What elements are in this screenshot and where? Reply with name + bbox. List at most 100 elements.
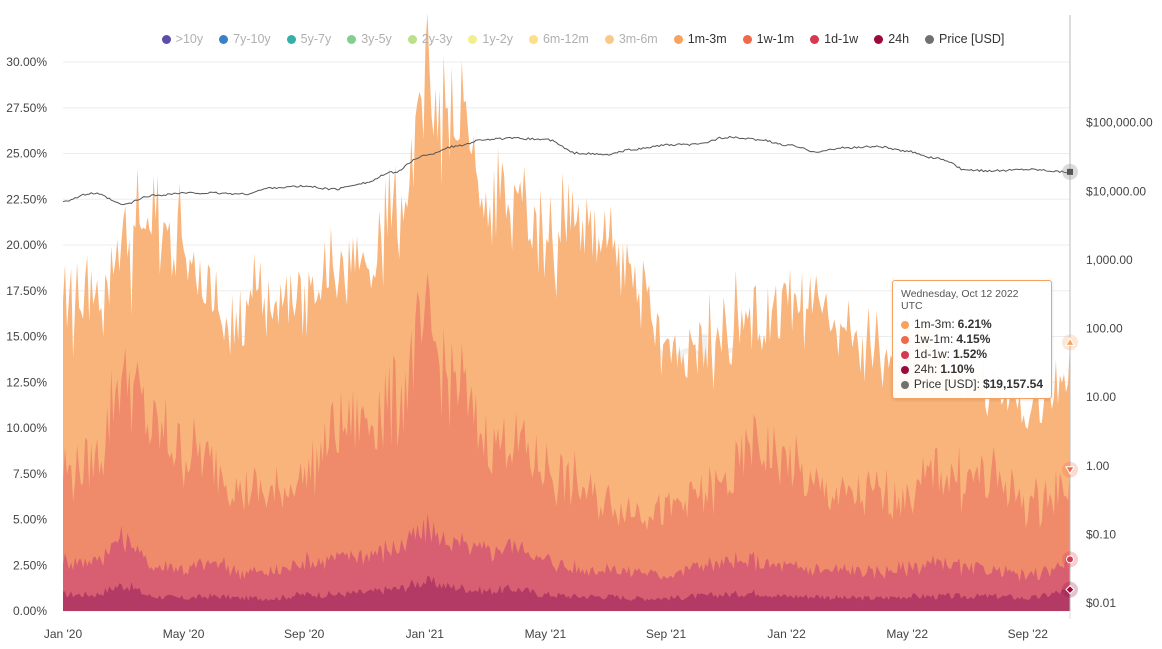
tooltip-row: Price [USD]: $19,157.54 — [901, 377, 1043, 392]
y-right-tick-label: 100.00 — [1086, 322, 1123, 336]
legend-item-price-usd-[interactable]: Price [USD] — [925, 30, 1004, 48]
tooltip-row: 1w-1m: 4.15% — [901, 332, 1043, 347]
legend-item-3m-6m[interactable]: 3m-6m — [604, 30, 658, 48]
tooltip-value: 1.52% — [953, 347, 988, 361]
y-right-tick-label: $0.10 — [1086, 527, 1116, 541]
legend-label: 1w-1m — [756, 32, 795, 46]
tooltip-label: 1m-3m: — [914, 317, 955, 331]
legend-item--10y[interactable]: >10y — [161, 30, 204, 48]
marker-1w-1m — [1065, 466, 1075, 475]
y-left-tick-label: 0.00% — [13, 604, 47, 618]
legend-item-24h[interactable]: 24h — [874, 30, 909, 48]
marker-price — [1067, 168, 1073, 175]
legend-item-6m-12m[interactable]: 6m-12m — [528, 30, 589, 48]
legend-label: 3m-6m — [618, 32, 658, 46]
y-left-tick-label: 10.00% — [6, 421, 47, 435]
x-tick-label: Sep '22 — [1008, 627, 1049, 641]
legend-label: Price [USD] — [939, 32, 1005, 46]
tooltip-dot-icon — [901, 335, 909, 344]
legend-label: 5y-7y — [300, 32, 332, 46]
x-tick-label: Jan '21 — [406, 627, 445, 641]
marker-24h — [1065, 584, 1075, 595]
legend-dot-icon — [742, 34, 752, 44]
legend-item-5y-7y[interactable]: 5y-7y — [286, 30, 332, 48]
y-right-tick-label: $10,000.00 — [1086, 184, 1146, 198]
tooltip-date: Wednesday, Oct 12 2022 UTC — [901, 288, 1019, 312]
stacked-areas — [63, 12, 1070, 611]
tooltip-dot-icon — [901, 365, 909, 374]
y-left-tick-label: 7.50% — [13, 467, 47, 481]
legend-item-3y-5y[interactable]: 3y-5y — [347, 30, 392, 48]
y-right-tick-label: $0.01 — [1086, 596, 1116, 610]
legend-item-1y-2y[interactable]: 1y-2y — [468, 30, 513, 48]
legend-label: 2y-3y — [421, 32, 453, 46]
tooltip-label: 1w-1m: — [914, 332, 954, 346]
crosshair — [1062, 15, 1078, 611]
y-axis-right: $0.01 $0.10 1.00 10.00 100.00 1,000.00 $10,000… — [1086, 116, 1153, 610]
legend-item-2y-3y[interactable]: 2y-3y — [407, 30, 453, 48]
legend-dot-icon — [925, 34, 935, 44]
legend-dot-icon — [810, 34, 820, 44]
legend-item-1w-1m[interactable]: 1w-1m — [742, 30, 795, 48]
x-tick-label: May '22 — [886, 627, 928, 641]
y-left-tick-label: 20.00% — [6, 238, 47, 252]
tooltip-dot-icon — [901, 380, 909, 389]
area-24h — [63, 575, 1070, 611]
x-tick-label: Jan '22 — [767, 627, 806, 641]
y-left-tick-label: 30.00% — [6, 55, 47, 69]
area-1m-3m — [63, 12, 1070, 611]
tooltip-row: 24h: 1.10% — [901, 362, 1043, 377]
tooltip-value: 1.10% — [940, 362, 975, 376]
legend-label: 1y-2y — [482, 32, 513, 46]
y-left-tick-label: 25.00% — [6, 147, 47, 161]
y-left-tick-label: 27.50% — [6, 101, 47, 115]
tooltip: Wednesday, Oct 12 2022 UTC 1m-3m: 6.21% 1w… — [892, 280, 1052, 399]
tooltip-label: 24h: — [914, 362, 938, 376]
y-axis-left: 0.00% 2.50% 5.00% 7.50% 10.00% 12.50% 15.00% 17… — [6, 55, 47, 618]
legend-dot-icon — [407, 34, 417, 44]
legend-label: 24h — [888, 32, 910, 46]
y-left-tick-label: 12.50% — [6, 375, 47, 389]
area-1d-1w — [63, 513, 1070, 611]
y-right-tick-label: 1.00 — [1086, 459, 1110, 473]
legend-label: 1d-1w — [824, 32, 859, 46]
legend-dot-icon — [874, 34, 884, 44]
tooltip-value: 6.21% — [957, 317, 992, 331]
tooltip-row: 1d-1w: 1.52% — [901, 347, 1043, 362]
area-1w-1m — [63, 272, 1070, 611]
legend-dot-icon — [161, 34, 171, 44]
tooltip-value: $19,157.54 — [982, 377, 1043, 391]
legend-dot-icon — [673, 34, 683, 44]
legend-item-7y-10y[interactable]: 7y-10y — [219, 30, 271, 48]
legend-dot-icon — [528, 34, 538, 44]
y-left-tick-label: 2.50% — [13, 558, 47, 572]
legend: >10y 7y-10y 5y-7y 3y-5y 2y-3y 1y-2y 6m-12m 3m-6… — [0, 30, 1162, 48]
x-tick-label: Jan '20 — [44, 627, 83, 641]
legend-item-1d-1w[interactable]: 1d-1w — [810, 30, 858, 48]
legend-item-1m-3m[interactable]: 1m-3m — [673, 30, 727, 48]
y-left-tick-label: 17.50% — [6, 284, 47, 298]
tooltip-label: 1d-1w: — [914, 347, 951, 361]
marker-1d-1w — [1066, 555, 1074, 564]
y-left-tick-label: 15.00% — [6, 330, 47, 344]
tooltip-row: 1m-3m: 6.21% — [901, 317, 1043, 332]
legend-label: >10y — [175, 32, 204, 46]
legend-dot-icon — [468, 34, 478, 44]
y-right-tick-label: 10.00 — [1086, 390, 1116, 404]
price-line — [62, 135, 1071, 206]
legend-label: 7y-10y — [233, 32, 271, 46]
price-path — [62, 135, 1071, 206]
y-right-tick-label: $100,000.00 — [1086, 116, 1153, 130]
marker-1m-3m — [1065, 337, 1075, 346]
x-axis: Jan '20 May '20 Sep '20 Jan '21 May '21 Sep '… — [44, 627, 1048, 641]
legend-label: 3y-5y — [361, 32, 392, 46]
legend-label: 6m-12m — [542, 32, 589, 46]
tooltip-rows: 1m-3m: 6.21% 1w-1m: 4.15% 1d-1w: 1.52% 24h: 1.1… — [901, 317, 1043, 392]
legend-dot-icon — [219, 34, 229, 44]
x-tick-label: Sep '21 — [646, 627, 687, 641]
legend-dot-icon — [604, 34, 614, 44]
x-tick-label: Sep '20 — [284, 627, 325, 641]
tooltip-label: Price [USD]: — [913, 377, 980, 391]
